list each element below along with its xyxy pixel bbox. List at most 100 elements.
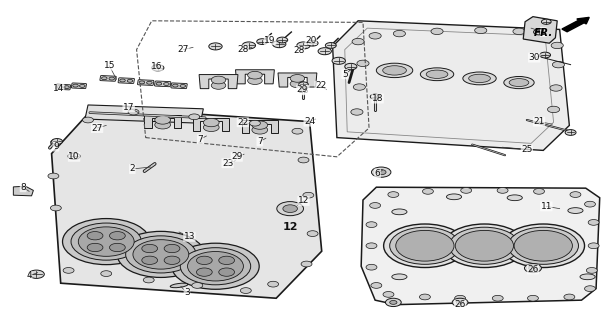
Circle shape bbox=[277, 202, 304, 216]
Circle shape bbox=[50, 140, 61, 145]
Circle shape bbox=[502, 224, 585, 268]
Polygon shape bbox=[236, 70, 274, 84]
Text: 14: 14 bbox=[53, 84, 64, 93]
Polygon shape bbox=[278, 73, 317, 87]
Circle shape bbox=[548, 106, 560, 113]
Circle shape bbox=[357, 60, 369, 67]
Circle shape bbox=[172, 243, 259, 289]
Circle shape bbox=[268, 281, 279, 287]
Circle shape bbox=[449, 227, 520, 264]
Circle shape bbox=[71, 223, 141, 260]
Ellipse shape bbox=[420, 68, 453, 81]
Circle shape bbox=[298, 157, 309, 163]
Circle shape bbox=[419, 294, 430, 300]
Circle shape bbox=[371, 283, 382, 288]
Text: 1: 1 bbox=[540, 28, 546, 36]
Circle shape bbox=[565, 130, 576, 135]
Polygon shape bbox=[361, 187, 600, 305]
Circle shape bbox=[570, 192, 581, 197]
Text: 11: 11 bbox=[541, 202, 552, 211]
Text: 25: 25 bbox=[521, 145, 532, 154]
Circle shape bbox=[508, 227, 578, 264]
Polygon shape bbox=[333, 21, 569, 150]
Circle shape bbox=[127, 79, 133, 82]
Polygon shape bbox=[193, 118, 229, 131]
Circle shape bbox=[139, 81, 144, 84]
Circle shape bbox=[297, 42, 310, 49]
Ellipse shape bbox=[170, 283, 188, 288]
Circle shape bbox=[524, 264, 541, 273]
Circle shape bbox=[57, 85, 63, 88]
Ellipse shape bbox=[509, 79, 529, 86]
Circle shape bbox=[452, 298, 468, 307]
Circle shape bbox=[514, 230, 572, 261]
Text: 27: 27 bbox=[178, 45, 189, 54]
Text: 18: 18 bbox=[298, 86, 309, 95]
Circle shape bbox=[492, 295, 503, 301]
Text: 12: 12 bbox=[282, 222, 298, 232]
Text: 26: 26 bbox=[455, 300, 466, 309]
Polygon shape bbox=[85, 105, 203, 123]
Circle shape bbox=[219, 268, 234, 276]
Circle shape bbox=[534, 29, 544, 35]
Circle shape bbox=[48, 173, 59, 179]
Circle shape bbox=[78, 227, 134, 256]
Circle shape bbox=[366, 243, 377, 249]
FancyArrow shape bbox=[562, 17, 589, 32]
Polygon shape bbox=[242, 120, 278, 133]
Circle shape bbox=[431, 28, 443, 35]
Circle shape bbox=[211, 82, 226, 89]
Circle shape bbox=[527, 295, 538, 301]
Circle shape bbox=[390, 300, 397, 304]
Circle shape bbox=[353, 84, 365, 90]
Text: 15: 15 bbox=[104, 61, 115, 70]
Circle shape bbox=[552, 61, 565, 68]
Text: 28: 28 bbox=[293, 46, 304, 55]
Text: 26: 26 bbox=[527, 265, 538, 274]
Circle shape bbox=[152, 65, 164, 71]
Circle shape bbox=[172, 84, 178, 87]
Circle shape bbox=[164, 244, 180, 253]
Circle shape bbox=[307, 231, 318, 236]
Circle shape bbox=[588, 220, 599, 225]
Circle shape bbox=[396, 230, 454, 261]
Circle shape bbox=[87, 232, 103, 240]
Circle shape bbox=[455, 230, 514, 261]
Circle shape bbox=[390, 227, 460, 264]
Ellipse shape bbox=[382, 66, 407, 75]
Circle shape bbox=[385, 298, 401, 307]
Circle shape bbox=[292, 128, 303, 134]
Text: 9: 9 bbox=[53, 142, 59, 151]
Ellipse shape bbox=[446, 194, 461, 200]
Circle shape bbox=[540, 52, 551, 58]
Circle shape bbox=[211, 76, 226, 84]
Text: 20: 20 bbox=[305, 36, 316, 44]
Circle shape bbox=[188, 252, 243, 281]
Circle shape bbox=[189, 114, 200, 120]
Circle shape bbox=[252, 126, 268, 134]
Ellipse shape bbox=[580, 274, 595, 280]
Ellipse shape bbox=[507, 195, 522, 201]
Text: 6: 6 bbox=[375, 169, 381, 178]
Circle shape bbox=[283, 205, 297, 212]
FancyBboxPatch shape bbox=[171, 83, 187, 89]
Circle shape bbox=[180, 84, 186, 87]
Circle shape bbox=[109, 232, 125, 240]
Text: 7: 7 bbox=[257, 137, 263, 146]
Text: 2: 2 bbox=[129, 164, 135, 173]
Circle shape bbox=[87, 243, 103, 252]
Polygon shape bbox=[523, 17, 557, 43]
Circle shape bbox=[370, 94, 380, 99]
Text: 4: 4 bbox=[26, 271, 32, 280]
Text: 22: 22 bbox=[237, 118, 248, 127]
Circle shape bbox=[120, 79, 125, 82]
Circle shape bbox=[252, 121, 268, 129]
Circle shape bbox=[68, 153, 80, 159]
Circle shape bbox=[497, 188, 508, 193]
Polygon shape bbox=[144, 115, 181, 128]
Circle shape bbox=[117, 231, 205, 277]
Circle shape bbox=[443, 224, 526, 268]
Circle shape bbox=[249, 120, 260, 126]
Text: 29: 29 bbox=[297, 85, 308, 94]
Circle shape bbox=[101, 77, 107, 80]
